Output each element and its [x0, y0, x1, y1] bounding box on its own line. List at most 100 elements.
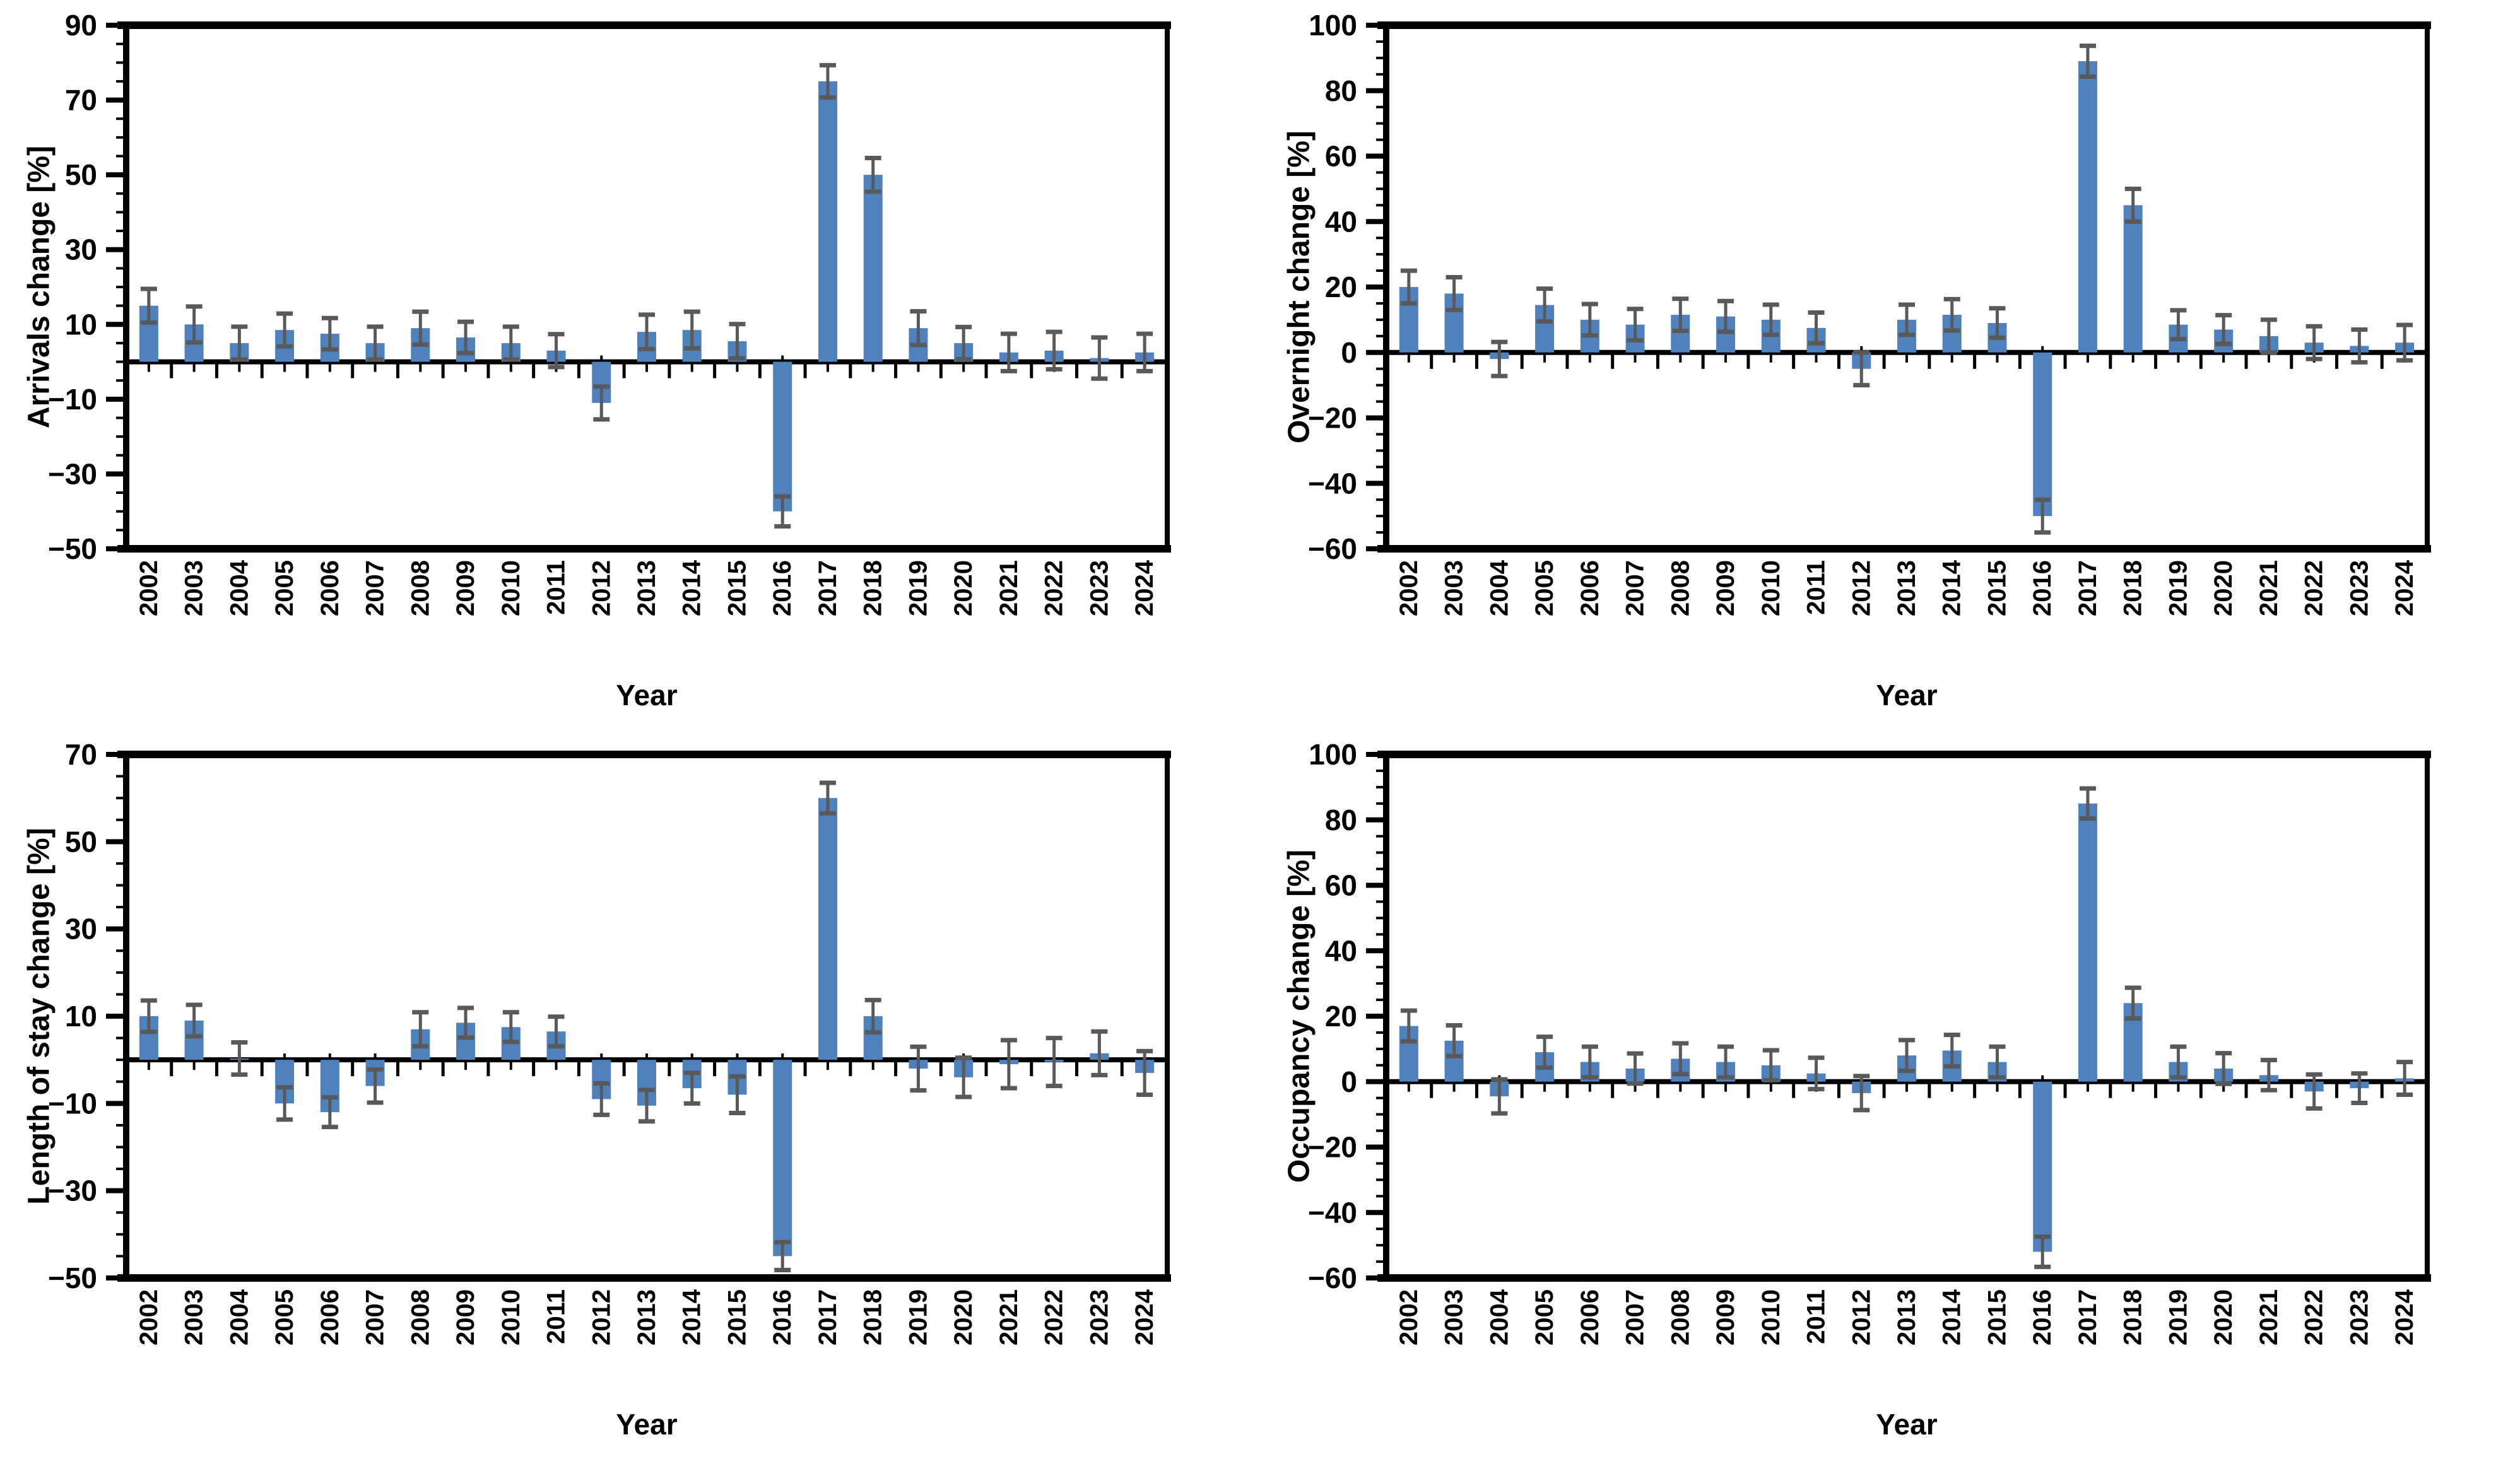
y-tick-label: 40: [1325, 205, 1357, 238]
axes: 90 70 50 30 10 −10 −30 −50: [48, 9, 1171, 565]
x-tick-label: 2018: [859, 1289, 887, 1345]
y-tick-label: 30: [65, 913, 97, 946]
x-axis-title: Year: [616, 1408, 677, 1441]
x-tick-label: 2013: [633, 560, 661, 616]
x-tick-label: 2003: [180, 560, 208, 616]
y-tick-label: −30: [48, 457, 97, 490]
x-tick-label: 2010: [497, 560, 525, 616]
x-tick-label: 2018: [2119, 560, 2147, 616]
y-tick-label: 40: [1325, 934, 1357, 967]
y-tick-label: 0: [1341, 1065, 1357, 1098]
x-tick-label: 2006: [316, 1289, 344, 1345]
axes: 70 50 30 10 −10 −30 −50: [48, 738, 1171, 1294]
x-tick-label: 2005: [1531, 560, 1558, 616]
x-tick-label: 2009: [452, 1289, 480, 1345]
y-axis-title: Length of stay change [%]: [23, 828, 56, 1204]
y-tick-label: −40: [1308, 1196, 1357, 1229]
x-tick-label: 2024: [2391, 1289, 2418, 1345]
x-tick-label: 2006: [1576, 1289, 1604, 1345]
x-tick-label: 2005: [271, 560, 298, 616]
x-tick-label: 2006: [1576, 560, 1604, 616]
x-tick-label: 2019: [904, 560, 932, 616]
x-tick-label: 2016: [2028, 1289, 2056, 1345]
x-tick-label: 2022: [2300, 560, 2328, 616]
y-tick-label: −50: [48, 532, 97, 565]
y-tick-label: 50: [65, 158, 97, 191]
y-tick-label: 0: [1341, 336, 1357, 369]
chart-overnight-change: 100 80 60 40 20 0 −20 −40 −60 2002 2003 2004 2005 200…: [1260, 0, 2520, 729]
x-tick-label: 2020: [2210, 560, 2237, 616]
x-axis-title: Year: [1876, 679, 1937, 712]
y-tick-label: 70: [65, 738, 97, 771]
chart-occupancy-change: 100 80 60 40 20 0 −20 −40 −60 2002 2003 2004 2005 200…: [1260, 729, 2520, 1458]
y-tick-label: 20: [1325, 1000, 1357, 1033]
y-tick-label: −60: [1308, 532, 1357, 565]
x-tick-label: 2019: [904, 1289, 932, 1345]
x-tick-label: 2020: [2210, 1289, 2237, 1345]
x-tick-label: 2004: [225, 560, 253, 616]
bar-2016: [2033, 352, 2052, 517]
x-tick-label: 2022: [2300, 1289, 2328, 1345]
x-tick-label: 2013: [1893, 560, 1921, 616]
y-tick-label: −60: [1308, 1262, 1357, 1294]
y-tick-label: −30: [48, 1175, 97, 1207]
x-tick-label: 2015: [723, 560, 751, 616]
x-tick-label: 2018: [859, 560, 887, 616]
x-tick-label: 2007: [1622, 1289, 1649, 1345]
y-tick-label: −40: [1308, 467, 1357, 500]
x-tick-label: 2005: [1531, 1289, 1558, 1345]
x-tick-label: 2018: [2119, 1289, 2147, 1345]
x-tick-labels: 2002 2003 2004 2005 2006 2007 2008 2009 2010 2011…: [135, 560, 1158, 616]
error-bars: [1400, 786, 2413, 1269]
x-tick-label: 2009: [1712, 1289, 1740, 1345]
x-tick-label: 2009: [452, 560, 480, 616]
x-tick-labels: 2002 2003 2004 2005 2006 2007 2008 2009 2010 2011…: [1395, 1289, 2418, 1345]
x-tick-label: 2016: [768, 560, 796, 616]
x-tick-label: 2019: [2164, 1289, 2192, 1345]
x-tick-label: 2023: [1085, 1289, 1113, 1345]
x-tick-label: 2012: [587, 1289, 615, 1345]
x-tick-label: 2014: [1938, 1289, 1966, 1345]
x-tick-label: 2024: [1131, 560, 1158, 616]
chart-arrivals-change: 90 70 50 30 10 −10 −30 −50 2002 2003 2004 2005 2006 2…: [0, 0, 1260, 729]
bar-2017: [818, 81, 837, 362]
x-tick-label: 2011: [543, 1289, 570, 1344]
axes: 100 80 60 40 20 0 −20 −40 −60: [1308, 9, 2431, 565]
bar-2018: [2123, 205, 2143, 353]
x-tick-label: 2013: [1893, 1289, 1921, 1345]
y-tick-label: 60: [1325, 869, 1357, 902]
x-tick-label: 2014: [1938, 560, 1966, 616]
x-tick-label: 2023: [2345, 1289, 2373, 1345]
bars: [139, 798, 1155, 1257]
bar-2016: [2033, 1081, 2052, 1252]
x-tick-label: 2008: [406, 560, 434, 616]
y-tick-label: 70: [65, 84, 97, 117]
x-tick-label: 2021: [2255, 560, 2283, 616]
x-tick-label: 2004: [1485, 1289, 1513, 1345]
x-tick-label: 2012: [587, 560, 615, 616]
y-axis-title: Arrivals change [%]: [23, 146, 56, 428]
x-axis-title: Year: [616, 679, 677, 712]
bar-2016: [773, 1060, 792, 1257]
x-tick-label: 2015: [1983, 560, 2011, 616]
x-tick-label: 2022: [1040, 1289, 1068, 1345]
x-tick-label: 2003: [1440, 560, 1468, 616]
x-tick-label: 2014: [678, 560, 706, 616]
x-tick-labels: 2002 2003 2004 2005 2006 2007 2008 2009 2010 2011…: [1395, 560, 2418, 616]
bar-2017: [2078, 803, 2097, 1082]
x-tick-label: 2006: [316, 560, 344, 616]
x-tick-label: 2003: [180, 1289, 208, 1345]
x-tick-label: 2008: [406, 1289, 434, 1345]
x-tick-label: 2017: [814, 560, 842, 616]
x-tick-label: 2012: [1847, 560, 1875, 616]
y-tick-label: 20: [1325, 271, 1357, 303]
bar-2018: [863, 175, 883, 362]
error-bars: [1400, 44, 2413, 535]
y-tick-label: 60: [1325, 140, 1357, 173]
x-tick-label: 2021: [995, 1289, 1023, 1345]
bars: [139, 81, 1155, 512]
x-tick-label: 2014: [678, 1289, 706, 1345]
y-tick-label: 80: [1325, 804, 1357, 836]
